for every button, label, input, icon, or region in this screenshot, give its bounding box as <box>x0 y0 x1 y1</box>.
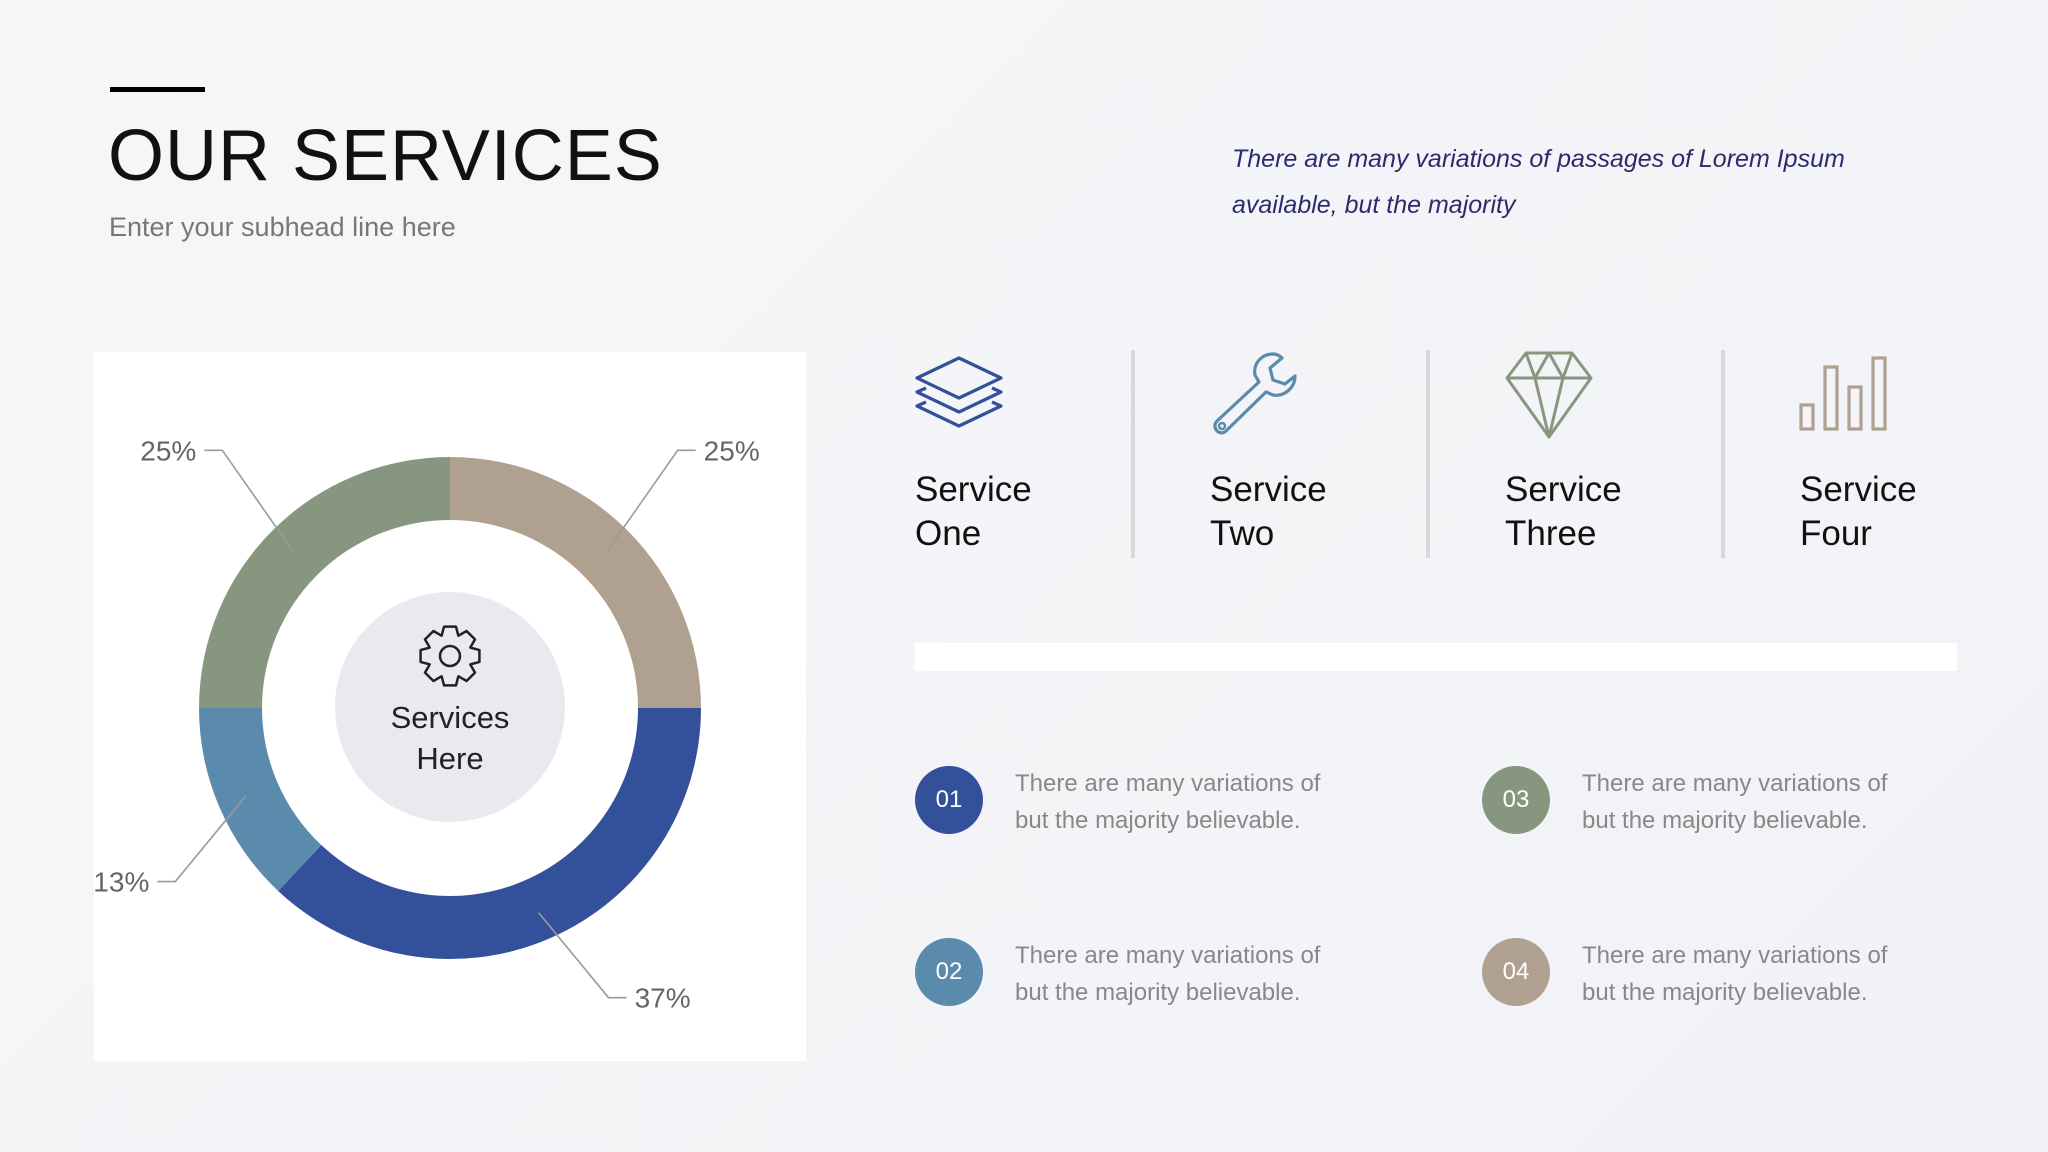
item-number-badge: 02 <box>915 938 983 1006</box>
item-text-line1: There are many variations of <box>1015 942 1321 969</box>
item-text: There are many variations of but the maj… <box>1582 937 1962 1011</box>
slice-data-label: 13% <box>94 867 149 898</box>
service-divider <box>1426 350 1430 558</box>
donut-slice <box>450 457 701 708</box>
list-item: 03 There are many variations of but the … <box>1482 766 1942 846</box>
chart-center-label-line1: Services <box>390 700 510 735</box>
donut-slice <box>199 457 450 708</box>
service-label-line1: Service <box>1505 470 1622 509</box>
services-row: Service One Service Two Service Three <box>914 350 1964 558</box>
service-label-line1: Service <box>1800 470 1917 509</box>
service-label-line2: One <box>915 514 982 553</box>
page-subhead: Enter your subhead line here <box>109 212 456 242</box>
page-title: OUR SERVICES <box>108 116 663 196</box>
item-text-line1: There are many variations of <box>1015 770 1321 797</box>
leader-line <box>537 912 627 999</box>
item-text-line2: but the majority believable. <box>1015 979 1301 1006</box>
item-text: There are many variations of but the maj… <box>1582 765 1962 839</box>
item-number-badge: 01 <box>915 766 983 834</box>
intro-text: There are many variations of passages of… <box>1232 145 1845 219</box>
service-label-line1: Service <box>1210 470 1327 509</box>
service-label-line1: Service <box>915 470 1032 509</box>
item-text: There are many variations of but the maj… <box>1015 937 1395 1011</box>
service-label: Service One <box>915 468 1115 556</box>
gear-icon <box>419 625 481 687</box>
wrench-icon <box>1213 352 1297 435</box>
item-text-line2: but the majority believable. <box>1582 979 1868 1006</box>
service-two: Service Two <box>1209 350 1439 558</box>
bar-chart-icon <box>1799 356 1887 431</box>
chart-center-badge: Services Here <box>335 592 565 822</box>
diamond-icon <box>1505 351 1593 439</box>
donut-chart: 25% 37% 13% 25% <box>94 435 760 1014</box>
service-label-line2: Four <box>1800 514 1872 553</box>
item-text: There are many variations of but the maj… <box>1015 765 1395 839</box>
item-text-line2: but the majority believable. <box>1582 807 1868 834</box>
divider-strip <box>915 643 1957 671</box>
leader-line <box>157 796 246 883</box>
service-label-line2: Three <box>1505 514 1597 553</box>
donut-slice <box>278 708 701 960</box>
service-label: Service Two <box>1210 468 1410 556</box>
service-divider <box>1721 350 1725 558</box>
item-text-line1: There are many variations of <box>1582 942 1888 969</box>
service-three: Service Three <box>1504 350 1734 558</box>
chart-center-label-line2: Here <box>416 741 484 776</box>
item-text-line1: There are many variations of <box>1582 770 1888 797</box>
item-number-badge: 04 <box>1482 938 1550 1006</box>
layers-icon <box>915 356 1003 428</box>
donut-slice <box>199 708 322 891</box>
service-four: Service Four <box>1799 350 2029 558</box>
title-accent-bar <box>110 87 205 92</box>
list-item: 02 There are many variations of but the … <box>915 938 1375 1018</box>
donut-chart-panel: 25% 37% 13% 25% Services Here <box>94 352 806 1061</box>
service-one: Service One <box>914 350 1144 558</box>
chart-center-label: Services Here <box>335 697 565 779</box>
leader-line <box>607 449 696 551</box>
service-label: Service Four <box>1800 468 2000 556</box>
item-number-badge: 03 <box>1482 766 1550 834</box>
slice-data-label: 25% <box>140 435 196 466</box>
service-divider <box>1131 350 1135 558</box>
service-label: Service Three <box>1505 468 1705 556</box>
service-label-line2: Two <box>1210 514 1275 553</box>
slice-data-label: 37% <box>635 983 691 1014</box>
item-text-line2: but the majority believable. <box>1015 807 1301 834</box>
list-item: 01 There are many variations of but the … <box>915 766 1375 846</box>
slice-data-label: 25% <box>704 435 760 466</box>
leader-line <box>204 449 293 551</box>
list-item: 04 There are many variations of but the … <box>1482 938 1942 1018</box>
